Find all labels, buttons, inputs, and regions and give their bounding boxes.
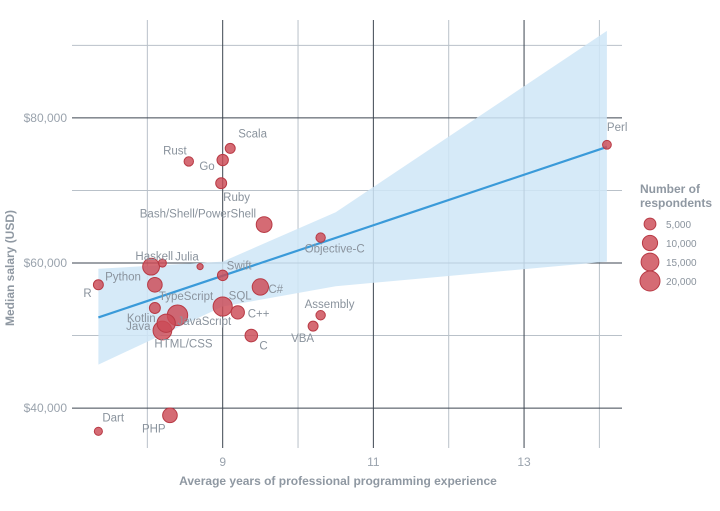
point-perl <box>602 139 612 150</box>
confidence-band-layer <box>98 30 607 365</box>
point-label: C <box>259 341 267 353</box>
point-kotlin <box>148 302 161 314</box>
point-label: R <box>83 288 91 300</box>
point-julia <box>196 263 204 271</box>
point-vba <box>307 320 319 332</box>
point-label: Rust <box>163 145 187 157</box>
legend-label: 15,000 <box>666 258 697 269</box>
point-label: Go <box>199 161 214 173</box>
legend-title-line-2: respondents <box>640 196 712 210</box>
point-label: Java <box>126 321 151 333</box>
y-tick-label: $40,000 <box>24 401 68 415</box>
trend-line-layer <box>98 145 608 319</box>
point-r <box>92 279 104 291</box>
y-axis-title: Median salary (USD) <box>3 210 17 326</box>
points-layer <box>92 139 612 436</box>
legend-label: 10,000 <box>666 239 697 250</box>
point-scala <box>224 142 236 154</box>
point-c- <box>251 278 270 296</box>
point-typescript <box>147 276 163 293</box>
point-label: Assembly <box>305 299 355 311</box>
point-dart <box>93 426 103 436</box>
point-c- <box>230 305 245 320</box>
point-swift <box>216 269 229 282</box>
legend-label: 5,000 <box>666 220 691 231</box>
y-tick-label: $60,000 <box>24 256 68 270</box>
legend-swatch <box>641 234 659 252</box>
point-label: Bash/Shell/PowerShell <box>140 209 256 221</box>
point-rust <box>183 156 194 167</box>
x-axis-title: Average years of professional programmin… <box>179 474 497 488</box>
point-bash-shell-powershell <box>255 216 273 233</box>
x-tick-label: 13 <box>517 455 531 469</box>
legend-swatch <box>639 270 661 292</box>
point-label: Haskell <box>135 251 173 263</box>
point-label: Kotlin <box>127 313 156 325</box>
point-label: JavaScript <box>177 316 231 328</box>
point-java <box>156 313 176 333</box>
point-label: TypeScript <box>159 291 214 303</box>
confidence-band <box>98 30 607 365</box>
y-tick-label: $80,000 <box>24 111 68 125</box>
point-label: Dart <box>102 412 125 424</box>
point-label: C++ <box>248 308 270 320</box>
legend: Number of respondents 5,000 10,000 15,000 2… <box>639 182 712 292</box>
point-haskell <box>157 258 167 268</box>
point-label: Scala <box>238 128 267 140</box>
legend-swatch <box>640 252 660 272</box>
point-label: VBA <box>291 333 314 345</box>
point-label: Python <box>105 272 141 284</box>
point-python <box>142 257 161 276</box>
point-php <box>162 407 178 424</box>
point-label: PHP <box>142 423 166 435</box>
point-label: Swift <box>227 260 253 272</box>
x-tick-label: 9 <box>219 455 226 469</box>
axes: Average years of professional programmin… <box>3 111 531 488</box>
point-label: SQL <box>229 291 253 303</box>
point-label: Objective-C <box>305 244 365 256</box>
legend-title-line-1: Number of <box>640 182 701 196</box>
legend-swatch <box>643 217 657 231</box>
point-objective-c <box>315 232 326 243</box>
point-c <box>244 328 259 343</box>
point-ruby <box>215 177 228 190</box>
point-label: HTML/CSS <box>154 338 212 350</box>
point-label: Julia <box>175 252 199 264</box>
point-assembly <box>315 310 326 321</box>
legend-label: 20,000 <box>666 277 697 288</box>
point-labels-layer: Perl Scala Rust Go Ruby Bash/Shell/PowerShell… <box>83 122 627 436</box>
trend-line <box>98 145 608 319</box>
x-tick-label: 11 <box>367 455 380 469</box>
point-label: C# <box>268 284 283 296</box>
point-label: Perl <box>607 122 627 134</box>
point-go <box>216 153 229 167</box>
point-label: Ruby <box>223 192 250 204</box>
point-sql <box>212 296 233 317</box>
